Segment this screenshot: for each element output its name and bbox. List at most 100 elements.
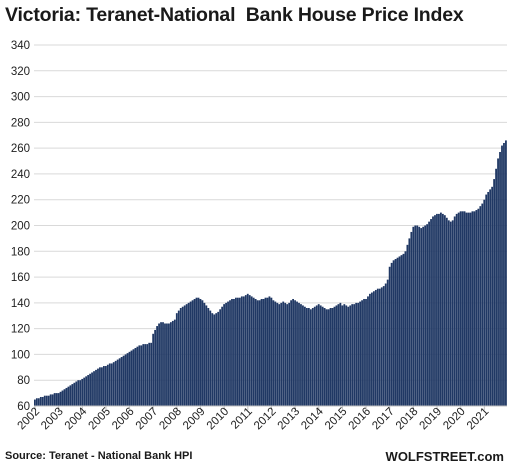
bar (108, 363, 111, 406)
bar (73, 382, 76, 406)
bar (280, 302, 283, 406)
bar (382, 286, 385, 406)
bar (276, 302, 279, 406)
bar (315, 305, 318, 406)
bar (345, 305, 348, 406)
y-tick-label: 260 (11, 143, 30, 155)
x-tick-label: 2015 (323, 406, 350, 433)
y-tick-label: 300 (11, 92, 30, 104)
bar (237, 297, 239, 406)
bar (319, 305, 322, 406)
bar (313, 306, 316, 406)
y-tick-label: 180 (11, 246, 30, 258)
bar (262, 298, 265, 406)
bar (51, 394, 54, 406)
bar (53, 393, 56, 406)
bar (503, 142, 505, 407)
bar (171, 320, 174, 406)
bar (394, 259, 397, 406)
bar (505, 140, 507, 406)
bar (434, 215, 436, 406)
bar (493, 179, 496, 406)
x-tick-label: 2020 (441, 406, 468, 433)
bar (380, 287, 383, 406)
bar (144, 344, 147, 406)
bar (136, 346, 139, 406)
bar (35, 398, 38, 406)
bar (408, 238, 411, 406)
x-tick-label: 2004 (63, 405, 90, 432)
bar (309, 309, 312, 406)
x-tick-label: 2019 (418, 406, 445, 433)
bar (327, 309, 330, 406)
bar (386, 279, 389, 406)
bar (183, 305, 186, 406)
bar (400, 255, 403, 406)
bar (416, 225, 419, 406)
bar (451, 220, 454, 406)
bar (441, 213, 444, 406)
bar (110, 363, 113, 406)
bar (189, 301, 192, 406)
bar (69, 385, 72, 406)
bar (95, 369, 97, 406)
bar (179, 308, 182, 406)
bar (203, 302, 206, 406)
bar (302, 305, 304, 406)
bar (140, 345, 143, 406)
bar (37, 398, 40, 406)
bar (422, 226, 425, 406)
bar (148, 342, 151, 406)
bar (351, 304, 354, 406)
bar (213, 314, 216, 406)
bar (79, 380, 82, 406)
bar (138, 345, 141, 406)
bar (162, 322, 164, 406)
bar (215, 313, 218, 406)
bar (365, 298, 367, 406)
bar (124, 354, 127, 406)
bar (341, 305, 344, 406)
bar (473, 211, 476, 406)
bar (489, 189, 492, 406)
y-tick-label: 240 (11, 169, 30, 181)
bar (343, 304, 346, 406)
bar (376, 288, 379, 406)
bar (57, 393, 60, 406)
bar (238, 297, 241, 406)
bar (361, 300, 363, 406)
x-tick-label: 2005 (86, 406, 113, 433)
bar (477, 208, 480, 406)
bar (91, 372, 93, 406)
x-tick-label: 2017 (370, 406, 397, 433)
bar (286, 304, 289, 406)
bar (89, 373, 91, 406)
bar (355, 302, 358, 406)
bar (298, 302, 300, 406)
bar (430, 219, 432, 406)
bar (495, 168, 497, 406)
bar (270, 297, 273, 406)
bar (463, 211, 466, 406)
bar (166, 323, 168, 406)
bar (274, 301, 277, 406)
bar (63, 389, 66, 406)
bar (81, 378, 84, 406)
source-note: Source: Teranet - National Bank HPI (5, 450, 193, 462)
bar (339, 302, 342, 406)
bar (424, 225, 427, 406)
bar (406, 244, 409, 406)
bar (229, 300, 231, 406)
bar (146, 344, 149, 406)
bar (487, 191, 490, 406)
bar (337, 304, 340, 406)
bar (158, 323, 160, 406)
bar (357, 302, 360, 406)
bar (217, 311, 220, 406)
bar (65, 387, 68, 406)
bar (465, 212, 468, 406)
bar (116, 359, 119, 406)
bar (225, 302, 227, 406)
bar (420, 228, 423, 406)
bar (491, 186, 494, 406)
